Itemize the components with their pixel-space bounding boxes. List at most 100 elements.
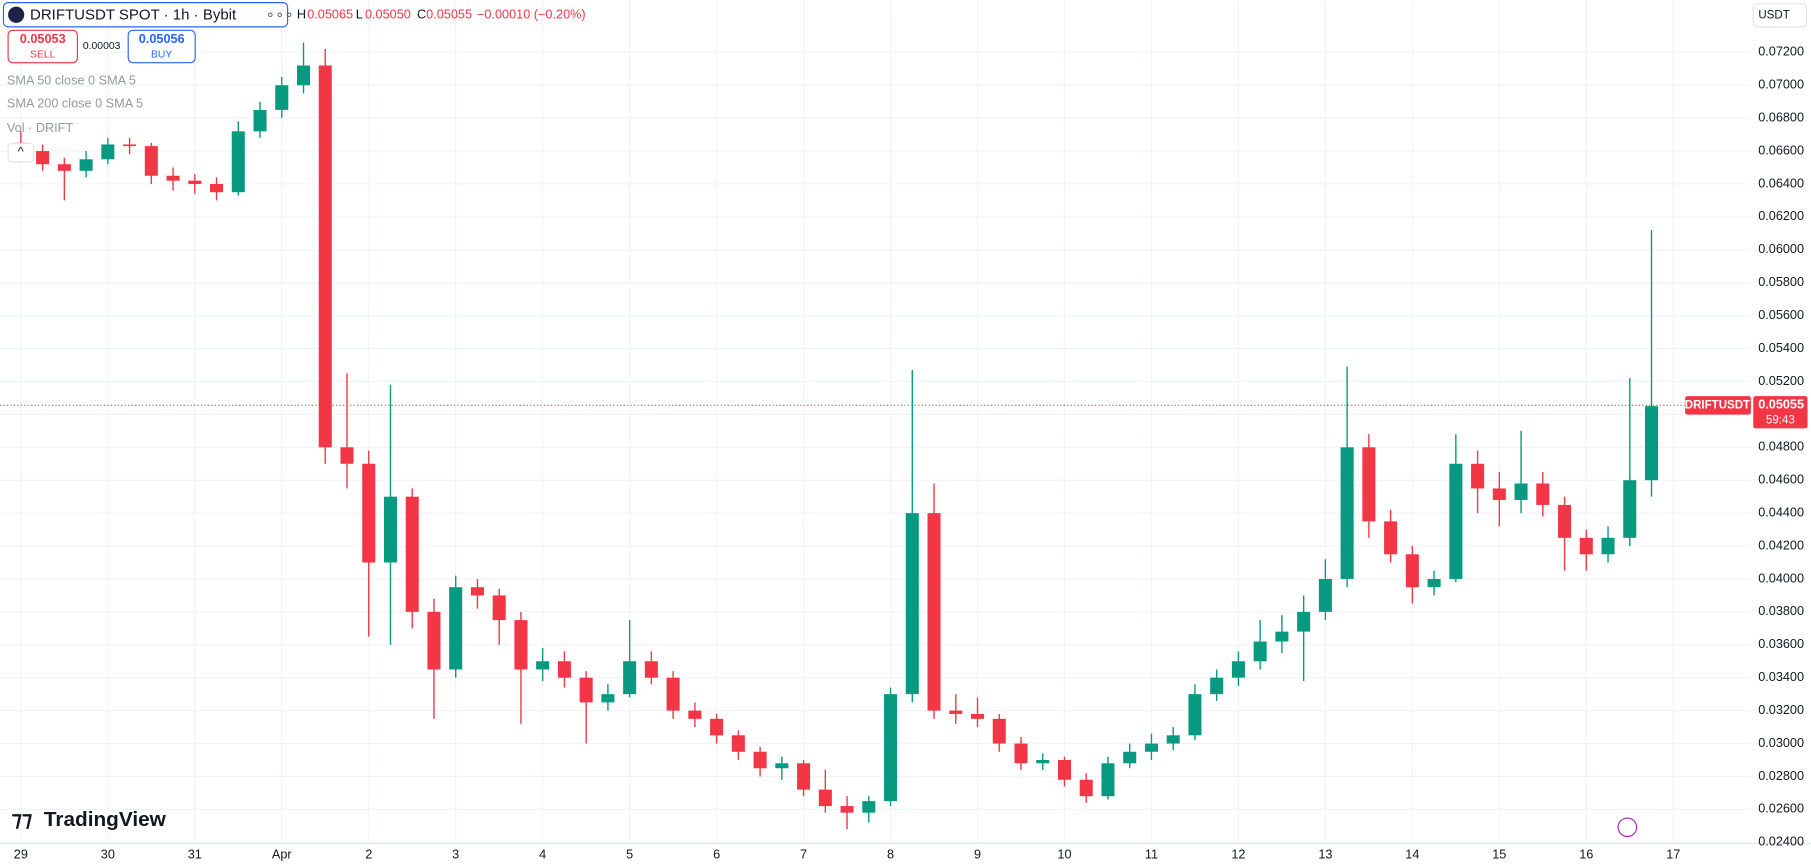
candle-body [57, 164, 71, 171]
x-tick-label: 30 [101, 847, 115, 861]
candle-body [1514, 483, 1528, 500]
candle-body [840, 806, 854, 813]
candle-body [79, 159, 93, 171]
candle-body [36, 151, 50, 165]
candle-body [992, 718, 1006, 744]
brand: TradingView [44, 808, 167, 831]
x-tick-label: 29 [14, 847, 28, 861]
y-tick-label: 0.04000 [1758, 571, 1804, 585]
y-tick-label: 0.05200 [1758, 374, 1804, 388]
candle-body [949, 710, 963, 714]
candle-body [905, 513, 919, 695]
x-tick-label: 14 [1405, 847, 1419, 861]
candle-body [166, 175, 180, 181]
sell-button[interactable] [7, 29, 78, 64]
candle-body [970, 713, 985, 719]
currency-button[interactable] [1752, 3, 1807, 28]
candle-body [688, 710, 702, 719]
y-tick-label: 0.07200 [1758, 45, 1804, 59]
buy-price: 0.05056 [139, 32, 185, 46]
candle-body [340, 447, 354, 464]
candle-body [710, 718, 724, 736]
candle-body [1384, 521, 1398, 555]
y-tick-label: 0.03800 [1758, 604, 1804, 618]
candle-body [1340, 447, 1354, 579]
y-tick-label: 0.02800 [1758, 769, 1804, 783]
candle-body [144, 146, 158, 176]
more[interactable]: ∘∘∘ [266, 6, 294, 23]
price-tag-box [1685, 396, 1751, 415]
y-tick-label: 0.04400 [1758, 505, 1804, 519]
candle-body [1449, 463, 1463, 579]
candle-body [1123, 751, 1137, 764]
x-tick-label: 3 [452, 847, 459, 861]
candle-body [1101, 763, 1115, 797]
y-tick-label: 0.05400 [1758, 341, 1804, 355]
plot [0, 42, 1750, 830]
collapse-icon: ^ [18, 145, 24, 159]
candle-body [1275, 631, 1289, 642]
candle-body [601, 694, 615, 703]
candle-body [123, 144, 137, 147]
alert-icon[interactable] [1617, 817, 1638, 838]
x-tick-label: 5 [626, 847, 633, 861]
y-tick-label: 0.06600 [1758, 143, 1804, 157]
x-tick-label: 12 [1231, 847, 1245, 861]
candle-body [1253, 641, 1267, 662]
y-tick-label: 0.04800 [1758, 440, 1804, 454]
ohlc-label: H [297, 8, 306, 22]
buy-button[interactable] [127, 29, 196, 64]
candle-body [362, 463, 376, 563]
x-tick-label: 2 [365, 847, 372, 861]
buy-label: BUY [151, 49, 172, 60]
y-tick-label: 0.02600 [1758, 802, 1804, 816]
currency: USDT [1758, 9, 1789, 21]
x-tick-label: 4 [539, 847, 546, 861]
indicator[interactable]: SMA 200 close 0 SMA 5 [7, 97, 143, 111]
candle-body [210, 183, 224, 193]
ohlc-label: C [417, 8, 426, 22]
axes: 0.02400 0.02600 0.02800 0.03000 0.03200 0.034… [0, 45, 1811, 861]
countdown: 59:43 [1766, 414, 1795, 426]
brand-logo: ⁊⁊ [12, 808, 33, 831]
candle-body [579, 677, 593, 703]
candle-body [1644, 406, 1659, 481]
candle-body [1231, 661, 1245, 678]
price-tag: DRIFTUSDT [1685, 399, 1750, 411]
candle-body [666, 677, 680, 711]
candle-body [1579, 537, 1593, 555]
candle-body [275, 85, 289, 110]
candle-body [797, 763, 811, 790]
candle-body [1362, 447, 1376, 522]
x-tick-label: 16 [1579, 847, 1593, 861]
x-tick-label: 7 [800, 847, 807, 861]
header: DRIFTUSDT SPOT · 1h · Bybit ∘∘∘ H 0.0506… [2, 2, 1807, 838]
symbol-icon [8, 6, 25, 23]
candle-body [231, 131, 245, 193]
indicator[interactable]: SMA 50 close 0 SMA 5 [7, 74, 136, 88]
x-tick-label: 6 [713, 847, 720, 861]
symbol-box[interactable] [2, 2, 289, 28]
candle-body [1601, 537, 1615, 555]
candle-body [1057, 759, 1072, 780]
grid [0, 0, 1750, 844]
candle-body [405, 496, 419, 612]
last-price-box [1753, 396, 1808, 429]
candle-body [514, 620, 528, 670]
y-tick-label: 0.06000 [1758, 242, 1804, 256]
ohlc-value: 0.05050 [365, 8, 411, 22]
x-tick-label: 11 [1145, 847, 1158, 861]
candle-body [557, 661, 571, 678]
x-tick-label: 8 [887, 847, 894, 861]
collapse-button[interactable] [7, 142, 35, 163]
x-tick-label: Apr [272, 847, 293, 861]
x-tick-label: 10 [1057, 847, 1071, 861]
indicator[interactable]: Vol · DRIFT [7, 121, 74, 135]
candle-body [1623, 480, 1637, 538]
y-tick-label: 0.05800 [1758, 275, 1804, 289]
y-tick-label: 0.02400 [1758, 835, 1804, 849]
candle-body [296, 65, 311, 86]
candle-body [1318, 578, 1332, 612]
candle-body [731, 735, 745, 752]
y-tick-label: 0.03200 [1758, 703, 1804, 717]
